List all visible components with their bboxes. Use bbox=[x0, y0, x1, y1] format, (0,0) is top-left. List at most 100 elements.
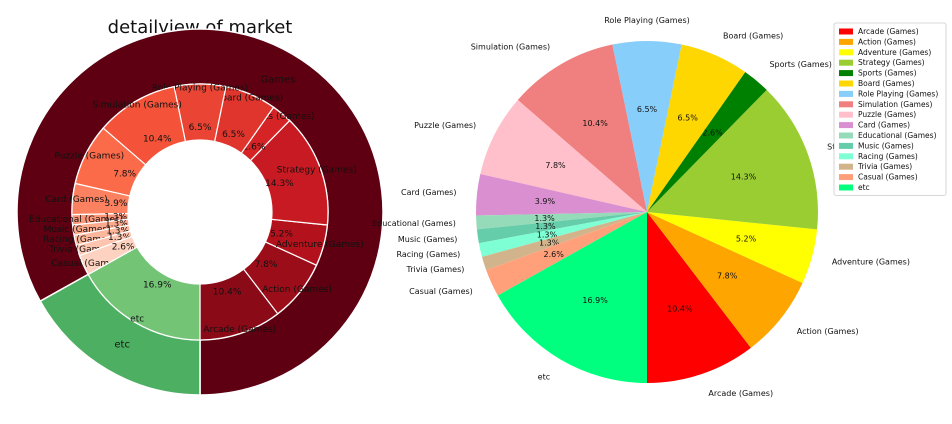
legend-swatch-adventure-games bbox=[839, 49, 853, 56]
legend-swatch-role-playing-games bbox=[839, 90, 853, 97]
inner-ring-label-racing-games: Racing (Games) bbox=[43, 235, 115, 245]
inner-ring-label-etc: etc bbox=[130, 315, 144, 325]
inner-ring-pct-adventure-games: 5.2% bbox=[270, 230, 293, 240]
inner-ring-pct-music-games: 1.3% bbox=[105, 220, 128, 230]
legend-swatch-puzzle-games bbox=[839, 111, 853, 118]
inner-ring-label-simulation-games: Simulation (Games) bbox=[93, 100, 182, 110]
inner-ring-pct-trivia-games: 1.3% bbox=[108, 233, 131, 243]
pie-slice-sports-games bbox=[647, 72, 767, 212]
legend-swatch-arcade-games bbox=[839, 28, 853, 35]
inner-ring-pct-educational-games: 1.3% bbox=[104, 213, 127, 223]
donut-chart-title: detailview of market bbox=[108, 17, 293, 38]
pie-slice-action-games bbox=[647, 212, 803, 348]
legend-label-casual-games: Casual (Games) bbox=[858, 173, 918, 182]
pie-pct-strategy-games: 14.3% bbox=[731, 173, 757, 182]
inner-ring-pct-sports-games: 2.6% bbox=[243, 143, 266, 153]
inner-ring-pct-action-games: 7.8% bbox=[255, 260, 278, 270]
pie-slice-trivia-games bbox=[481, 212, 647, 271]
pie-slice-puzzle-games bbox=[480, 100, 647, 212]
pie-label-racing-games: Racing (Games) bbox=[396, 250, 460, 259]
pie-slice-strategy-games bbox=[647, 89, 818, 230]
inner-ring-label-action-games: Action (Games) bbox=[262, 285, 332, 295]
pie-slice-role-playing-games bbox=[612, 41, 682, 213]
pie-label-card-games: Card (Games) bbox=[401, 188, 456, 197]
pie-pct-adventure-games: 5.2% bbox=[736, 234, 757, 243]
inner-ring-pct-arcade-games: 10.4% bbox=[213, 288, 242, 298]
legend-swatch-trivia-games bbox=[839, 163, 853, 170]
pie-label-arcade-games: Arcade (Games) bbox=[708, 389, 773, 398]
legend-label-educational-games: Educational (Games) bbox=[858, 131, 937, 140]
inner-ring-pct-strategy-games: 14.3% bbox=[265, 179, 294, 189]
legend-label-role-playing-games: Role Playing (Games) bbox=[858, 89, 938, 98]
legend-label-card-games: Card (Games) bbox=[858, 121, 910, 130]
inner-ring-label-sports-games: Sports (Games) bbox=[244, 112, 314, 122]
legend-swatch-racing-games bbox=[839, 153, 853, 160]
pie-pct-puzzle-games: 7.8% bbox=[545, 161, 566, 170]
pie-slice-simulation-games bbox=[517, 44, 647, 212]
inner-ring-slice-etc bbox=[87, 246, 201, 341]
legend-box bbox=[833, 22, 947, 196]
pie-pct-racing-games: 1.3% bbox=[537, 230, 558, 239]
inner-ring-label-role-playing-games: Role Playing (Games) bbox=[152, 83, 248, 93]
inner-ring-label-educational-games: Educational (Games) bbox=[29, 215, 123, 225]
pie-pct-simulation-games: 10.4% bbox=[582, 119, 608, 128]
pie-label-trivia-games: Trivia (Games) bbox=[406, 265, 465, 274]
pie-slice-board-games bbox=[647, 44, 746, 212]
pie-pct-etc: 16.9% bbox=[582, 296, 608, 305]
legend-swatch-etc bbox=[839, 184, 853, 191]
inner-ring-label-puzzle-games: Puzzle (Games) bbox=[54, 151, 124, 161]
inner-ring-label-card-games: Card (Games) bbox=[45, 195, 107, 205]
pie-label-simulation-games: Simulation (Games) bbox=[471, 42, 550, 51]
pie-label-sports-games: Sports (Games) bbox=[769, 60, 831, 69]
inner-ring-label-adventure-games: Adventure (Games) bbox=[276, 240, 364, 250]
legend-label-puzzle-games: Puzzle (Games) bbox=[858, 110, 916, 119]
legend-label-action-games: Action (Games) bbox=[858, 37, 916, 46]
pie-pct-casual-games: 2.6% bbox=[544, 250, 565, 259]
pie-pct-educational-games: 1.3% bbox=[534, 214, 555, 223]
pie-slice-arcade-games bbox=[647, 212, 751, 383]
pie-label-casual-games: Casual (Games) bbox=[409, 287, 473, 296]
pie-slice-educational-games bbox=[476, 212, 647, 230]
legend-label-adventure-games: Adventure (Games) bbox=[858, 48, 931, 57]
legend-swatch-action-games bbox=[839, 38, 853, 45]
legend-swatch-card-games bbox=[839, 122, 853, 129]
pie-slice-racing-games bbox=[478, 212, 647, 257]
pie-label-adventure-games: Adventure (Games) bbox=[832, 258, 910, 267]
legend-swatch-music-games bbox=[839, 142, 853, 149]
pie-label-music-games: Music (Games) bbox=[398, 235, 458, 244]
legend-swatch-casual-games bbox=[839, 174, 853, 181]
inner-ring-pct-card-games: 3.9% bbox=[105, 199, 128, 209]
pie-legend: Arcade (Games)Action (Games) Adventure (G… bbox=[833, 22, 947, 196]
legend-label-music-games: Music (Games) bbox=[858, 141, 914, 150]
legend-label-board-games: Board (Games) bbox=[858, 79, 915, 88]
pie-slice-music-games bbox=[476, 212, 647, 244]
pie-pct-music-games: 1.3% bbox=[535, 222, 556, 231]
legend-swatch-strategy-games bbox=[839, 59, 853, 66]
pie-label-action-games: Action (Games) bbox=[797, 327, 859, 336]
inner-ring-label-trivia-games: Trivia (Games) bbox=[48, 245, 114, 255]
pie-chart: Arcade (Games) 10.4% Action (Games) 7.8% Adv… bbox=[372, 16, 910, 398]
legend-label-racing-games: Racing (Games) bbox=[858, 152, 918, 161]
legend-label-simulation-games: Simulation (Games) bbox=[858, 100, 932, 109]
legend-label-arcade-games: Arcade (Games) bbox=[858, 27, 919, 36]
legend-label-trivia-games: Trivia (Games) bbox=[857, 162, 912, 171]
pie-label-puzzle-games: Puzzle (Games) bbox=[414, 121, 476, 130]
inner-ring-pct-puzzle-games: 7.8% bbox=[113, 169, 136, 179]
legend-swatch-simulation-games bbox=[839, 101, 853, 108]
pie-slice-adventure-games bbox=[647, 212, 818, 284]
legend-label-sports-games: Sports (Games) bbox=[858, 69, 917, 78]
inner-ring-pct-etc: 16.9% bbox=[143, 280, 172, 290]
legend-swatch-sports-games bbox=[839, 70, 853, 77]
inner-ring-pct-casual-games: 2.6% bbox=[112, 243, 135, 253]
pie-pct-action-games: 7.8% bbox=[717, 271, 738, 280]
inner-ring-pct-racing-games: 1.3% bbox=[106, 226, 129, 236]
inner-ring-label-strategy-games: Strategy (Games) bbox=[277, 165, 357, 175]
inner-ring-pct-simulation-games: 10.4% bbox=[143, 135, 172, 145]
inner-ring-label-casual-games: Casual (Games) bbox=[51, 259, 123, 269]
inner-ring-pct-board-games: 6.5% bbox=[222, 130, 245, 140]
legend-swatch-educational-games bbox=[839, 132, 853, 139]
pie-label-educational-games: Educational (Games) bbox=[372, 219, 456, 228]
legend-label-strategy-games: Strategy (Games) bbox=[858, 58, 925, 67]
donut-chart: Games etc Arcade (Games) 10.4% Action (Games… bbox=[16, 28, 384, 396]
